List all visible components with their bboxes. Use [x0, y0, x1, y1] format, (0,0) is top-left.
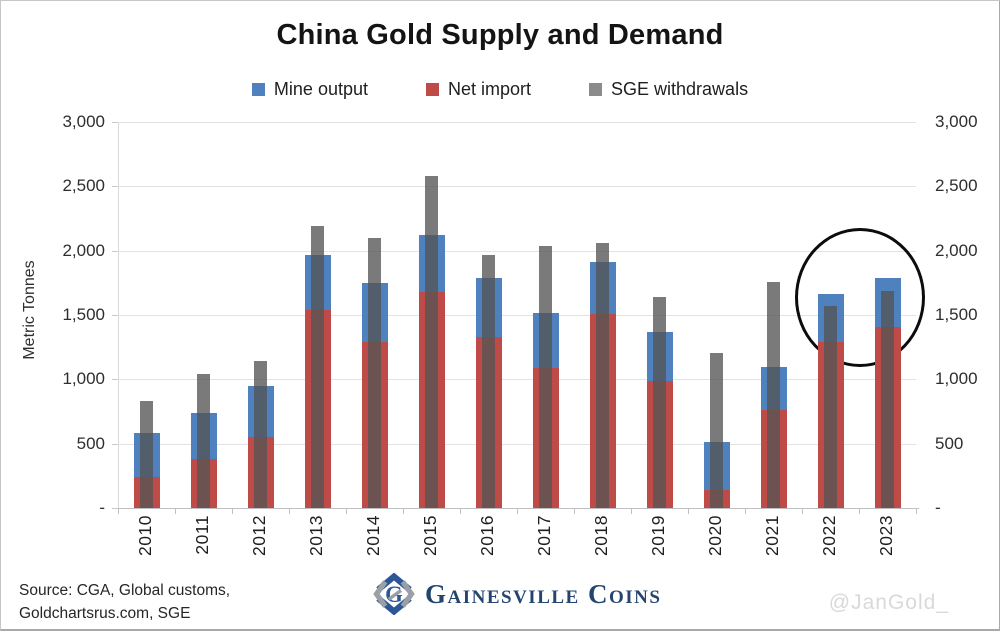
plot-area [118, 122, 916, 508]
bar-sge-withdrawals-2019 [653, 296, 666, 508]
legend-swatch-icon [589, 83, 603, 96]
y-tick-label-left: 1,000 [62, 369, 105, 389]
gridline-3000 [118, 122, 916, 123]
chart-title: China Gold Supply and Demand [276, 19, 724, 51]
x-tick-label-2020: 2020 [704, 515, 725, 556]
y-axis-tick [112, 379, 118, 381]
y-tick-label-left: 1,500 [62, 305, 105, 324]
x-axis-line [113, 508, 919, 509]
y-tick-label-left: 2,000 [62, 240, 105, 260]
gridline-2000 [118, 250, 916, 252]
legend-item-mine-output: Mine output [251, 79, 368, 100]
x-axis-tick [175, 509, 176, 514]
x-tick-label-2015: 2015 [419, 515, 440, 556]
bar-sge-withdrawals-2014 [368, 237, 381, 508]
x-axis-tick [289, 509, 290, 514]
legend-swatch-icon [425, 83, 439, 96]
x-tick-label-2014: 2014 [362, 515, 383, 556]
highlight-circle-annotation [795, 228, 925, 367]
x-tick-label-2017: 2017 [533, 515, 554, 556]
x-tick-label-2013: 2013 [305, 515, 326, 556]
x-axis-tick [574, 509, 575, 514]
y-tick-label-right: 2,500 [935, 176, 978, 196]
x-tick-label-2023: 2023 [875, 515, 896, 556]
y-tick-label-right: 3,000 [935, 112, 978, 131]
x-axis-tick [346, 509, 347, 514]
y-tick-label-right: - [935, 498, 941, 517]
x-axis-tick [460, 509, 461, 514]
x-axis-tick [688, 509, 689, 514]
source-line-2: Goldchartsrus.com, SGE [19, 605, 191, 622]
y-axis-tick [112, 315, 118, 316]
y-tick-label-left: 3,000 [62, 112, 105, 131]
x-tick-label-2010: 2010 [134, 515, 155, 556]
y-tick-label-right: 1,000 [935, 369, 978, 389]
y-axis-tick [112, 186, 118, 188]
legend-item-net-import: Net import [425, 79, 532, 100]
legend-label: Mine output [273, 79, 368, 99]
y-tick-label-right: 1,500 [935, 305, 978, 324]
bar-sge-withdrawals-2017 [539, 246, 552, 508]
legend-item-sge-withdrawals: SGE withdrawals [589, 79, 748, 100]
x-tick-label-2012: 2012 [248, 515, 269, 556]
source-line-1: Source: CGA, Global customs, [19, 582, 231, 599]
legend: Mine output Net import SGE withdrawals [1, 79, 999, 100]
x-tick-label-2021: 2021 [761, 515, 782, 556]
gridline-1000 [118, 379, 916, 381]
y-tick-label-right: 2,000 [935, 240, 978, 260]
bar-sge-withdrawals-2011 [197, 374, 210, 508]
bar-sge-withdrawals-2012 [254, 361, 267, 508]
x-axis-tick [916, 509, 917, 514]
y-tick-label-left: 500 [76, 433, 105, 453]
x-tick-label-2022: 2022 [818, 515, 839, 556]
x-axis-tick [118, 509, 119, 514]
legend-label: SGE withdrawals [611, 79, 749, 99]
gainesville-coins-logo-icon: G [373, 573, 415, 615]
bar-sge-withdrawals-2015 [425, 176, 438, 508]
bar-sge-withdrawals-2022 [824, 305, 837, 508]
y-tick-label-left: - [99, 498, 105, 517]
x-axis-tick [403, 509, 404, 514]
x-axis-tick [631, 509, 632, 514]
y-axis-tick [112, 508, 118, 509]
bar-sge-withdrawals-2021 [767, 281, 780, 508]
y-axis-tick [112, 122, 118, 123]
source-note: Source: CGA, Global customs, Goldchartsr… [19, 579, 230, 625]
bar-sge-withdrawals-2010 [140, 401, 153, 508]
bar-sge-withdrawals-2016 [482, 254, 495, 508]
x-axis-tick [517, 509, 518, 514]
x-tick-label-2019: 2019 [647, 515, 668, 556]
y-tick-label-right: 500 [935, 433, 964, 453]
brand-logo: G Gainesville Coins [373, 573, 661, 615]
x-axis-tick [802, 509, 803, 514]
legend-swatch-icon [251, 83, 265, 96]
watermark-handle: @JanGold_ [828, 591, 949, 614]
x-axis-tick [232, 509, 233, 514]
y-tick-label-left: 2,500 [62, 176, 105, 196]
x-tick-label-2018: 2018 [590, 515, 611, 556]
y-axis-tick [112, 250, 118, 252]
bar-sge-withdrawals-2023 [881, 290, 894, 508]
gridline-500 [118, 443, 916, 445]
x-tick-label-2016: 2016 [476, 515, 497, 556]
bar-sge-withdrawals-2013 [311, 225, 324, 508]
gridline-2500 [118, 186, 916, 188]
bar-sge-withdrawals-2020 [710, 352, 723, 508]
legend-label: Net import [447, 79, 532, 99]
y-axis-tick [112, 443, 118, 445]
bar-sge-withdrawals-2018 [596, 242, 609, 508]
brand-wordmark: Gainesville Coins [425, 578, 662, 609]
x-axis-tick [745, 509, 746, 514]
gridline-1500 [118, 315, 916, 316]
x-axis-tick [859, 509, 860, 514]
x-tick-label-2011: 2011 [191, 515, 212, 555]
